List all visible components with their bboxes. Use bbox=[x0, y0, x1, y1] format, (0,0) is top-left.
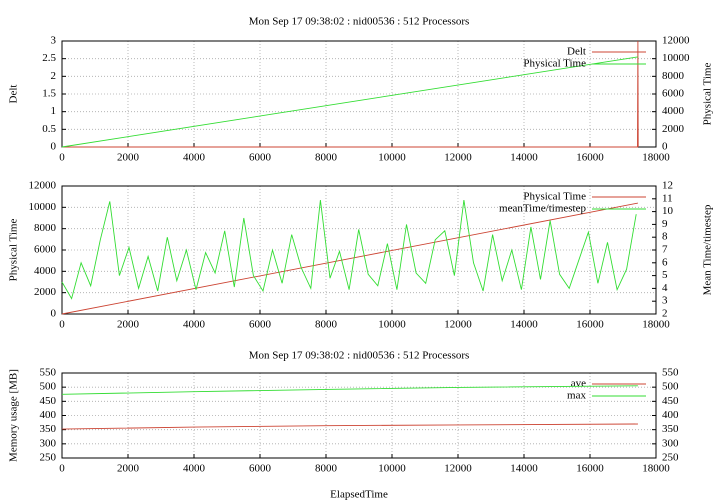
y2-tick-label: 12000 bbox=[662, 35, 690, 47]
y2-tick-label: 10000 bbox=[662, 52, 690, 64]
chart-title: Mon Sep 17 09:38:02 : nid00536 : 512 Pro… bbox=[249, 350, 470, 362]
x-tick-label: 12000 bbox=[444, 463, 472, 475]
y-axis-label: Memory usage [MB] bbox=[8, 369, 20, 462]
y2-tick-label: 550 bbox=[662, 367, 679, 379]
y-tick-label: 2.5 bbox=[42, 52, 56, 64]
x-tick-label: 14000 bbox=[510, 152, 538, 164]
y2-tick-label: 4 bbox=[662, 282, 668, 294]
x-tick-label: 0 bbox=[59, 152, 65, 164]
y-tick-label: 0 bbox=[51, 308, 57, 320]
series-line bbox=[61, 423, 638, 430]
plot-frame bbox=[61, 185, 657, 315]
series-line bbox=[62, 40, 639, 148]
y-tick-label: 500 bbox=[40, 381, 57, 393]
x-tick-label: 10000 bbox=[378, 152, 406, 164]
x-tick-label: 8000 bbox=[315, 152, 338, 164]
legend-label: meanTime/timestep bbox=[499, 203, 586, 215]
series-line bbox=[61, 202, 638, 315]
y-tick-label: 550 bbox=[40, 367, 57, 379]
x-tick-label: 12000 bbox=[444, 319, 472, 331]
x-tick-label: 18000 bbox=[642, 319, 670, 331]
y2-tick-label: 10 bbox=[662, 205, 674, 217]
x-tick-label: 16000 bbox=[576, 463, 604, 475]
x-tick-label: 12000 bbox=[444, 152, 472, 164]
y2-tick-label: 8 bbox=[662, 231, 668, 243]
y-tick-label: 10000 bbox=[29, 201, 57, 213]
y-axis-label: Physical Time bbox=[8, 219, 20, 282]
x-axis-label: ElapsedTime bbox=[330, 489, 388, 501]
y2-tick-label: 8000 bbox=[662, 70, 685, 82]
y2-tick-label: 500 bbox=[662, 381, 679, 393]
y-tick-label: 350 bbox=[40, 423, 57, 435]
y2-tick-label: 400 bbox=[662, 409, 679, 421]
y2-axis-label: Physical Time bbox=[702, 63, 714, 126]
y2-tick-label: 12 bbox=[662, 180, 673, 192]
series-line bbox=[61, 200, 637, 300]
y2-tick-label: 9 bbox=[662, 218, 668, 230]
x-tick-label: 6000 bbox=[249, 463, 272, 475]
y-tick-label: 6000 bbox=[34, 244, 57, 256]
x-tick-label: 4000 bbox=[183, 152, 206, 164]
y-tick-label: 400 bbox=[40, 409, 57, 421]
x-tick-label: 16000 bbox=[576, 152, 604, 164]
x-tick-label: 2000 bbox=[117, 319, 140, 331]
x-tick-label: 4000 bbox=[183, 319, 206, 331]
x-tick-label: 2000 bbox=[117, 152, 140, 164]
y-tick-label: 1 bbox=[51, 105, 57, 117]
y-tick-label: 3 bbox=[51, 35, 57, 47]
x-tick-label: 8000 bbox=[315, 319, 338, 331]
y-tick-label: 0.5 bbox=[42, 123, 56, 135]
y2-tick-label: 7 bbox=[662, 244, 668, 256]
x-tick-label: 6000 bbox=[249, 319, 272, 331]
plot-frame bbox=[61, 372, 657, 459]
y2-tick-label: 11 bbox=[662, 192, 673, 204]
x-tick-label: 18000 bbox=[642, 463, 670, 475]
chart-title: Mon Sep 17 09:38:02 : nid00536 : 512 Pro… bbox=[249, 16, 470, 28]
x-tick-label: 2000 bbox=[117, 463, 140, 475]
y-tick-label: 8000 bbox=[34, 222, 57, 234]
legend-label: ave bbox=[571, 378, 586, 390]
y2-tick-label: 2000 bbox=[662, 123, 685, 135]
y-tick-label: 0 bbox=[51, 141, 57, 153]
legend-label: Physical Time bbox=[523, 58, 586, 70]
legend-label: Physical Time bbox=[523, 191, 586, 203]
y2-tick-label: 6 bbox=[662, 256, 668, 268]
legend-label: max bbox=[567, 390, 586, 402]
x-tick-label: 10000 bbox=[378, 463, 406, 475]
y2-tick-label: 250 bbox=[662, 452, 679, 464]
y2-tick-label: 350 bbox=[662, 423, 679, 435]
x-tick-label: 0 bbox=[59, 463, 65, 475]
x-tick-label: 8000 bbox=[315, 463, 338, 475]
x-tick-label: 10000 bbox=[378, 319, 406, 331]
x-tick-label: 4000 bbox=[183, 463, 206, 475]
x-tick-label: 6000 bbox=[249, 152, 272, 164]
legend-label: Delt bbox=[567, 46, 586, 58]
series-line bbox=[61, 385, 638, 395]
y2-tick-label: 0 bbox=[662, 141, 668, 153]
y-tick-label: 300 bbox=[40, 437, 57, 449]
y2-tick-label: 5 bbox=[662, 269, 668, 281]
y2-tick-label: 3 bbox=[662, 295, 668, 307]
x-tick-label: 18000 bbox=[642, 152, 670, 164]
y-tick-label: 250 bbox=[40, 452, 57, 464]
x-tick-label: 14000 bbox=[510, 319, 538, 331]
y-tick-label: 2 bbox=[51, 70, 57, 82]
x-tick-label: 16000 bbox=[576, 319, 604, 331]
y2-axis-label: Mean Time/timestep bbox=[702, 204, 714, 295]
y-tick-label: 1.5 bbox=[42, 88, 56, 100]
y2-tick-label: 2 bbox=[662, 308, 668, 320]
y-axis-label: Delt bbox=[8, 85, 20, 104]
x-tick-label: 14000 bbox=[510, 463, 538, 475]
y2-tick-label: 300 bbox=[662, 437, 679, 449]
x-tick-label: 0 bbox=[59, 319, 65, 331]
y2-tick-label: 450 bbox=[662, 395, 679, 407]
y2-tick-label: 6000 bbox=[662, 88, 685, 100]
y-tick-label: 450 bbox=[40, 395, 57, 407]
y-tick-label: 2000 bbox=[34, 286, 57, 298]
y2-tick-label: 4000 bbox=[662, 105, 685, 117]
y-tick-label: 12000 bbox=[29, 180, 57, 192]
y-tick-label: 4000 bbox=[34, 265, 57, 277]
series-line bbox=[61, 56, 638, 148]
